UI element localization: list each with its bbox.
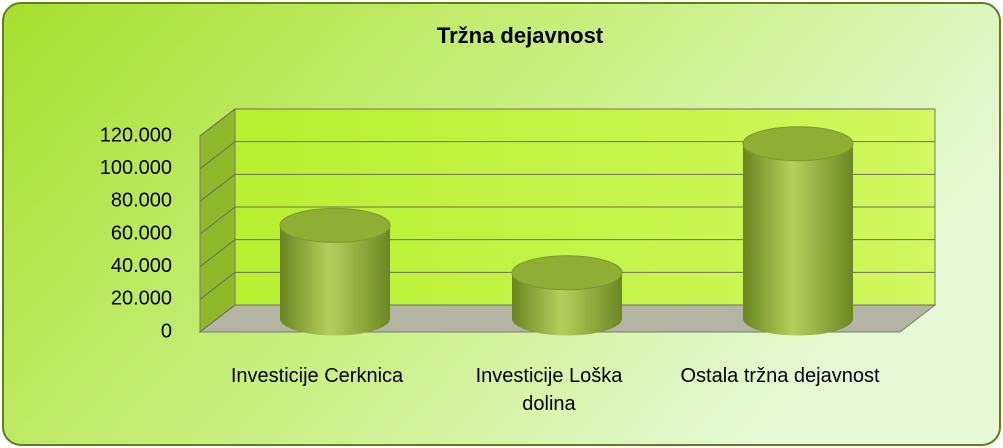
cylinder-body — [512, 272, 622, 336]
x-tick-label: Ostala tržna dejavnost — [680, 365, 880, 387]
y-tick-label: 100.000 — [100, 157, 172, 179]
cylinder-body — [743, 143, 853, 336]
y-tick-label: 20.000 — [111, 288, 172, 310]
x-tick-label: Investicije Cerknica — [230, 365, 404, 387]
y-tick-label: 40.000 — [111, 255, 172, 277]
grid-line-side — [199, 271, 236, 300]
grid-line-side — [199, 304, 236, 333]
cylinder-top — [742, 126, 854, 162]
cylinder-top — [511, 255, 623, 291]
y-tick-label: 120.000 — [100, 124, 172, 146]
grid-line-side — [199, 108, 236, 137]
x-tick-label: Investicije Loška dolina — [475, 365, 623, 415]
cylinder — [279, 207, 391, 336]
grid-line-side — [199, 173, 236, 202]
cylinder — [742, 126, 854, 336]
cylinder-top — [279, 207, 391, 243]
y-tick-label: 80.000 — [111, 190, 172, 212]
cylinder — [511, 255, 623, 336]
grid-line-side — [199, 206, 236, 235]
grid-line-side — [199, 141, 236, 170]
chart-title: Tržna dejavnost — [437, 23, 604, 48]
y-tick-label: 0 — [161, 320, 172, 342]
y-tick-label: 60.000 — [111, 222, 172, 244]
cylinder-body — [280, 225, 390, 336]
grid-line-side — [199, 239, 236, 268]
